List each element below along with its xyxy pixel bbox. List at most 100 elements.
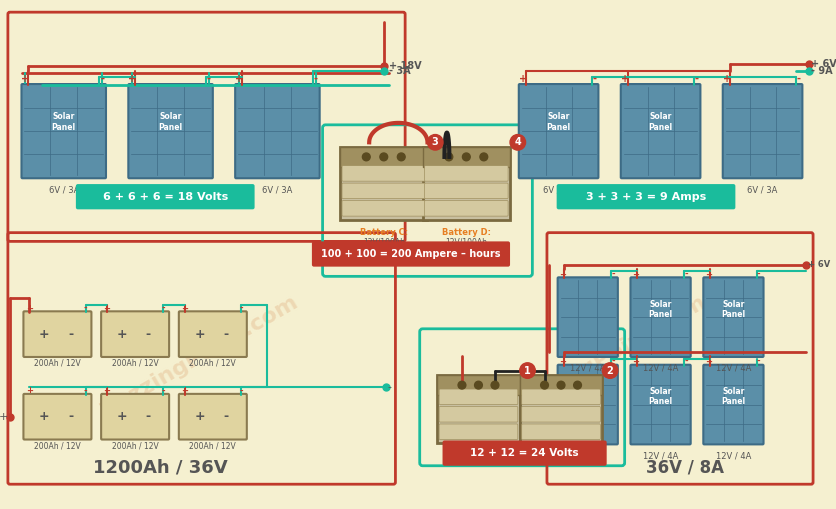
FancyBboxPatch shape (437, 376, 520, 395)
FancyBboxPatch shape (312, 241, 510, 267)
Text: -: - (757, 357, 761, 366)
Text: -: - (239, 386, 242, 395)
FancyBboxPatch shape (630, 365, 691, 444)
Text: +: + (21, 74, 29, 84)
Text: 1200Ah / 36V: 1200Ah / 36V (93, 459, 227, 477)
Text: 1: 1 (524, 365, 531, 376)
FancyBboxPatch shape (522, 407, 600, 422)
Text: -: - (207, 74, 211, 84)
FancyBboxPatch shape (22, 84, 106, 178)
FancyBboxPatch shape (23, 312, 91, 357)
FancyBboxPatch shape (101, 312, 169, 357)
Text: 12V/100Ah: 12V/100Ah (363, 238, 405, 246)
Text: -: - (684, 270, 688, 279)
Text: +: + (128, 74, 136, 84)
Text: 6 + 6 + 6 = 18 Volts: 6 + 6 + 6 = 18 Volts (103, 192, 228, 202)
Text: +: + (705, 357, 711, 366)
Text: -: - (611, 270, 614, 279)
Text: +: + (181, 386, 188, 395)
Text: 4: 4 (514, 137, 521, 147)
Text: 36V / 8A: 36V / 8A (646, 459, 724, 477)
Text: +: + (620, 74, 629, 84)
Text: +: + (181, 304, 188, 313)
FancyBboxPatch shape (23, 394, 91, 440)
FancyBboxPatch shape (439, 389, 517, 405)
Text: -: - (314, 74, 318, 84)
Text: 6V / 3A: 6V / 3A (155, 185, 186, 194)
Text: 12V / 4A: 12V / 4A (643, 364, 678, 373)
Text: 6V / 3A: 6V / 3A (747, 185, 777, 194)
Text: 3: 3 (432, 137, 439, 147)
FancyBboxPatch shape (442, 440, 607, 466)
FancyBboxPatch shape (76, 184, 255, 209)
FancyBboxPatch shape (179, 312, 247, 357)
Text: -: - (68, 328, 74, 341)
Text: 6V / 3A: 6V / 3A (645, 185, 675, 194)
Text: +: + (0, 412, 8, 421)
Text: +: + (39, 328, 49, 341)
Circle shape (458, 381, 466, 389)
FancyBboxPatch shape (342, 183, 426, 199)
FancyBboxPatch shape (703, 365, 763, 444)
Text: +: + (705, 270, 711, 279)
FancyBboxPatch shape (558, 277, 618, 357)
Text: - 3A: - 3A (389, 66, 410, 76)
Text: Solar
Panel: Solar Panel (649, 300, 673, 319)
FancyBboxPatch shape (235, 84, 319, 178)
Text: -: - (695, 74, 699, 84)
Text: +: + (26, 386, 33, 395)
Circle shape (480, 153, 487, 161)
Text: 12V / 4A: 12V / 4A (716, 364, 751, 373)
Text: +: + (104, 386, 110, 395)
Text: +: + (632, 270, 639, 279)
Circle shape (520, 363, 535, 378)
Text: +: + (39, 410, 49, 423)
Text: BuzzingPoint.com: BuzzingPoint.com (505, 291, 709, 421)
Text: Solar
Panel: Solar Panel (721, 300, 746, 319)
Text: 200Ah / 12V: 200Ah / 12V (112, 441, 159, 450)
FancyBboxPatch shape (723, 84, 803, 178)
FancyBboxPatch shape (558, 365, 618, 444)
Text: -: - (145, 410, 150, 423)
Text: + 6V: + 6V (811, 59, 836, 69)
Text: 12V/100Ah: 12V/100Ah (446, 238, 487, 246)
FancyBboxPatch shape (340, 147, 427, 220)
FancyBboxPatch shape (439, 424, 517, 440)
Text: +: + (518, 74, 527, 84)
Circle shape (557, 381, 565, 389)
Text: - 9A: - 9A (811, 66, 833, 76)
Text: + 6V: + 6V (808, 260, 830, 269)
Text: +: + (116, 410, 127, 423)
FancyBboxPatch shape (129, 84, 213, 178)
Circle shape (602, 363, 618, 378)
Text: Solar
Panel: Solar Panel (721, 387, 746, 407)
FancyBboxPatch shape (179, 394, 247, 440)
FancyBboxPatch shape (557, 184, 736, 209)
Text: 12V / 4A: 12V / 4A (643, 451, 678, 460)
Text: -: - (161, 304, 165, 313)
FancyBboxPatch shape (520, 376, 602, 443)
Text: +: + (26, 304, 33, 313)
FancyBboxPatch shape (437, 376, 520, 443)
Text: Solar
Panel: Solar Panel (547, 112, 571, 132)
Text: 200Ah / 12V: 200Ah / 12V (112, 359, 159, 368)
Text: +: + (559, 270, 566, 279)
Text: Battery D:: Battery D: (442, 228, 491, 237)
FancyBboxPatch shape (520, 376, 602, 395)
Text: -: - (100, 74, 104, 84)
FancyBboxPatch shape (342, 201, 426, 216)
Text: 2: 2 (607, 365, 614, 376)
Text: BuzzingPoint.com: BuzzingPoint.com (97, 291, 301, 421)
Text: +: + (104, 304, 110, 313)
Text: Solar
Panel: Solar Panel (52, 112, 76, 132)
Text: Battery A: 12V: Battery A: 12V (444, 451, 513, 460)
Text: +: + (194, 410, 205, 423)
Circle shape (445, 153, 453, 161)
Text: +: + (559, 357, 566, 366)
FancyBboxPatch shape (522, 389, 600, 405)
Text: -: - (388, 382, 391, 392)
Text: -: - (84, 386, 88, 395)
Text: -: - (161, 386, 165, 395)
Text: +: + (722, 74, 731, 84)
Text: -: - (145, 328, 150, 341)
